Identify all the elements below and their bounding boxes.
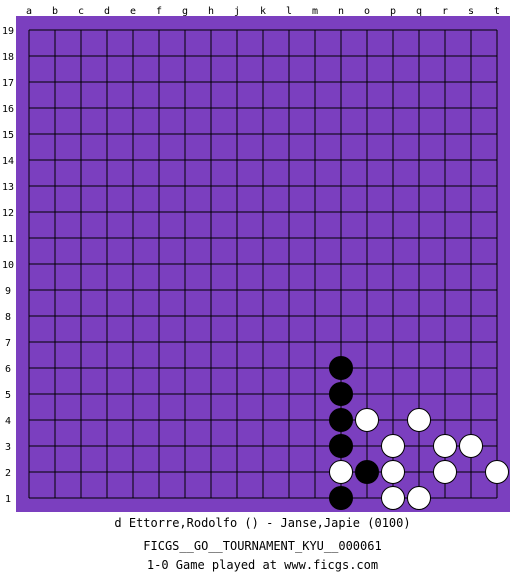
black-stone-n1 [329,486,353,510]
black-stone-n4 [329,408,353,432]
black-stone-n5 [329,382,353,406]
white-stone-t2 [485,460,509,484]
row-label-13: 13 [2,182,14,193]
row-label-3: 3 [5,442,11,453]
row-label-18: 18 [2,52,14,63]
row-label-4: 4 [5,416,11,427]
white-stone-r3 [433,434,457,458]
column-label-k: k [260,6,266,17]
column-label-g: g [182,6,188,17]
white-stone-q4 [407,408,431,432]
row-label-14: 14 [2,156,14,167]
row-labels: 19 18 17 16 15 14 13 12 11 10 9 8 7 6 5 4 3 2 1 [2,26,14,505]
row-label-10: 10 [2,260,14,271]
white-stone-s3 [459,434,483,458]
column-label-a: a [26,6,32,17]
white-stone-p3 [381,434,405,458]
column-label-f: f [156,6,162,17]
grid-lines [28,29,498,499]
column-label-l: l [286,6,292,17]
column-label-m: m [312,6,318,17]
column-label-d: d [104,6,110,17]
white-stone-r2 [433,460,457,484]
result-line: 1-0 Game played at www.ficgs.com [146,558,379,572]
row-label-8: 8 [5,312,11,323]
row-label-12: 12 [2,208,14,219]
column-label-t: t [494,6,500,17]
stones [329,356,509,510]
white-stone-q1 [407,486,431,510]
row-label-15: 15 [2,130,14,141]
column-label-h: h [208,6,214,17]
row-label-9: 9 [5,286,11,297]
row-label-2: 2 [5,468,11,479]
column-label-r: r [442,6,448,17]
white-stone-p2 [381,460,405,484]
row-label-7: 7 [5,338,11,349]
white-stone-n2 [329,460,353,484]
column-label-b: b [52,6,58,17]
column-label-p: p [390,6,396,17]
white-stone-o4 [355,408,379,432]
column-label-e: e [130,6,136,17]
column-label-q: q [416,6,422,17]
row-label-5: 5 [5,390,11,401]
black-stone-o2 [355,460,379,484]
row-label-6: 6 [5,364,11,375]
players-line: d Ettorre,Rodolfo () - Janse,Japie (0100… [114,516,411,530]
row-label-11: 11 [2,234,14,245]
column-label-o: o [364,6,370,17]
row-label-19: 19 [2,26,14,37]
black-stone-n3 [329,434,353,458]
column-label-c: c [78,6,84,17]
event-line: FICGS__GO__TOURNAMENT_KYU__000061 [143,539,382,553]
black-stone-n6 [329,356,353,380]
column-label-n: n [338,6,344,17]
white-stone-p1 [381,486,405,510]
row-label-1: 1 [5,494,11,505]
row-label-16: 16 [2,104,14,115]
column-label-j: j [234,6,240,17]
row-label-17: 17 [2,78,14,89]
column-label-s: s [468,6,474,17]
